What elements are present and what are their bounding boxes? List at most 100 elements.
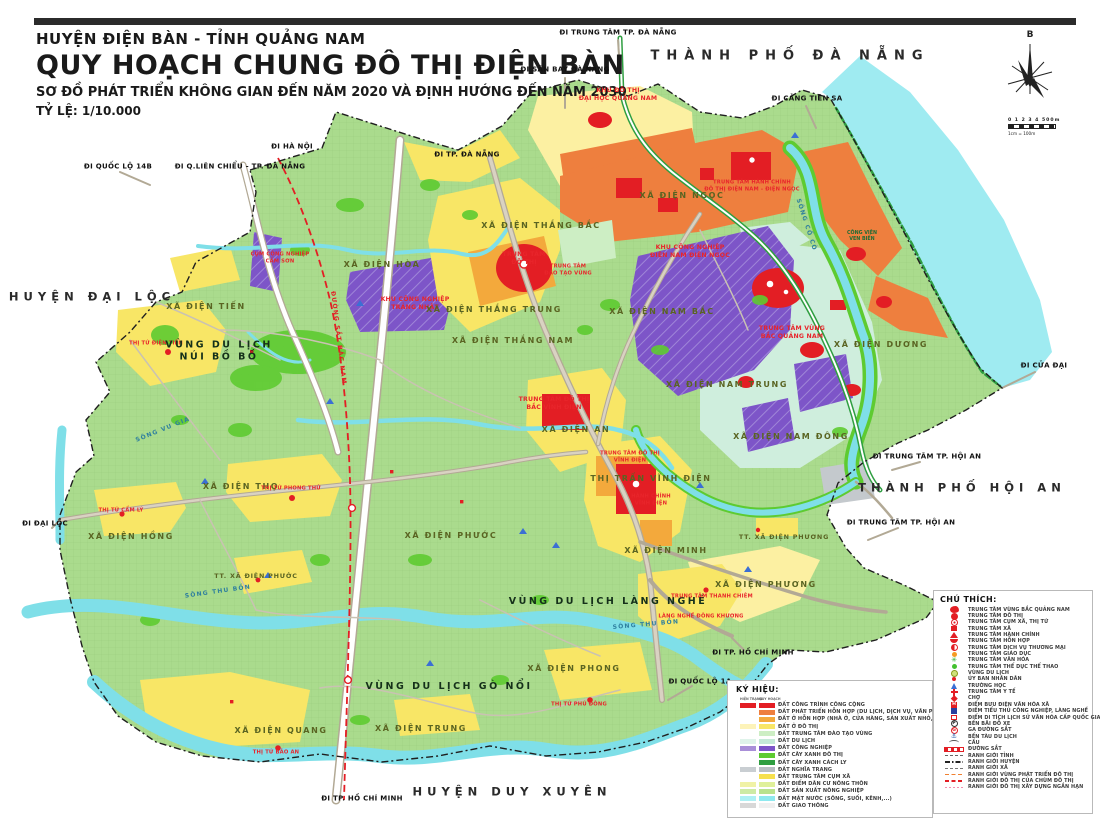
- legend-label: ĐẤT CÂY XANH ĐÔ THỊ: [778, 752, 844, 759]
- legend-row: TRUNG TÂM CỤM XÃ, THỊ TỨ: [944, 619, 1090, 625]
- legend-row: ĐIỂM DI TÍCH LỊCH SỬ VĂN HÓA CẤP QUỐC GI…: [944, 714, 1100, 721]
- song-thu-bon-mid: [21, 598, 771, 701]
- legend-label: ĐIỂM TIỂU THỦ CÔNG NGHIỆP, LÀNG NGHỀ: [968, 708, 1089, 715]
- legend-label: RANH GIỚI HUYỆN: [968, 758, 1020, 765]
- map-title: QUY HOẠCH CHUNG ĐÔ THỊ ĐIỆN BÀN: [36, 50, 625, 81]
- legend-row: TRUNG TÂM GIÁO DỤC: [944, 651, 1090, 657]
- swatch-ht: [740, 753, 756, 758]
- legend-label: CẦU: [968, 739, 980, 746]
- ring-symbols: [343, 155, 790, 685]
- map-subtitle-plan: SƠ ĐỒ PHÁT TRIỂN KHÔNG GIAN ĐẾN NĂM 2020…: [36, 85, 627, 100]
- swatch-ht: [740, 767, 756, 773]
- col-header-quy-hoach: QUY HOẠCH: [759, 696, 781, 701]
- legend-label: RANH GIỚI TỈNH: [968, 752, 1014, 759]
- swatch-qh: [759, 752, 775, 758]
- legend-row: ĐẤT GIAO THÔNG: [740, 802, 930, 809]
- legend-label: TRUNG TÂM HỖN HỢP: [968, 638, 1030, 645]
- swatch-qh: [759, 709, 775, 715]
- swatch-ht: [740, 781, 756, 787]
- swatch-qh: [759, 731, 775, 737]
- swatch-qh: [759, 803, 775, 809]
- legend-label: ĐIỂM DI TÍCH LỊCH SỬ VĂN HÓA CẤP QUỐC GI…: [968, 714, 1100, 721]
- legend-row: ĐẤT TRUNG TÂM ĐÀO TẠO VÙNG: [740, 730, 930, 737]
- legend-row: BẾN TÀU DU LỊCH: [944, 733, 1090, 740]
- short-term-boundary-icon: [944, 783, 964, 791]
- legend-symbols-panel: CHÚ THÍCH: TRUNG TÂM VÙNG BẮC QUẢNG NAM …: [933, 590, 1100, 814]
- swatch-qh: [759, 760, 775, 766]
- scale-bar-graphic: [1008, 124, 1056, 129]
- compass-rose: B: [998, 30, 1062, 118]
- legend-row: TRUNG TÂM Y TẾ: [944, 689, 1090, 695]
- title-block: HUYỆN ĐIỆN BÀN - TỈNH QUẢNG NAM QUY HOẠC…: [36, 30, 627, 118]
- swatch-qh: [759, 788, 775, 794]
- legend-label: TRUNG TÂM GIÁO DỤC: [968, 651, 1032, 658]
- legend-label: TRUNG TÂM Y TẾ: [968, 689, 1016, 696]
- legend-label: BẾN BÃI ĐỖ XE: [968, 720, 1011, 727]
- legend-label: TRUNG TÂM HÀNH CHÍNH: [968, 632, 1040, 639]
- legend-row: TRUNG TÂM XÃ: [944, 626, 1090, 632]
- legend-row: TRUNG TÂM VÙNG BẮC QUẢNG NAM: [944, 607, 1090, 613]
- legend-row: ĐẤT ĐIỂM DÂN CƯ NÔNG THÔN: [740, 781, 930, 788]
- legend-row: RANH GIỚI XÃ: [944, 765, 1090, 771]
- swatch-ht: [740, 738, 756, 744]
- legend-label: ĐẤT Ở ĐÔ THỊ: [778, 723, 819, 730]
- swatch-qh: [759, 716, 775, 722]
- legend-row: ĐẤT NGHĨA TRANG: [740, 766, 930, 773]
- legend-label: ĐẤT CÂY XANH CÁCH LY: [778, 759, 847, 766]
- map-scale-text: TỶ LỆ: 1/10.000: [36, 104, 141, 118]
- legend-label: TRUNG TÂM THỂ DỤC THỂ THAO: [968, 663, 1059, 670]
- legend-row: RANH GIỚI HUYỆN: [944, 759, 1090, 765]
- legend-row: GA ĐƯỜNG SẮT: [944, 727, 1090, 733]
- swatch-ht: [740, 745, 756, 751]
- legend-row: TRUNG TÂM DỊCH VỤ THƯƠNG MẠI: [944, 645, 1090, 651]
- legend-label: ĐẤT PHÁT TRIỂN HỖN HỢP (DU LỊCH, DỊCH VỤ…: [778, 709, 983, 716]
- sea: [822, 56, 1052, 388]
- swatch-ht: [740, 788, 756, 794]
- north-south-railway: [277, 157, 352, 801]
- legend-row: ĐẤT CÂY XANH CÁCH LY: [740, 759, 930, 766]
- swatch-qh: [759, 774, 775, 780]
- legend-row: CẦU: [944, 740, 1090, 746]
- legend-label: RANH GIỚI VÙNG PHÁT TRIỂN ĐÔ THỊ: [968, 771, 1074, 778]
- legend-row: ĐẤT Ở HỖN HỢP (NHÀ Ở, CỬA HÀNG, SẢN XUẤT…: [740, 716, 941, 723]
- legend-label: TRUNG TÂM VÙNG BẮC QUẢNG NAM: [968, 606, 1070, 613]
- legend-label: RANH GIỚI ĐÔ THỊ CỦA CHÙM ĐÔ THỊ: [968, 777, 1074, 784]
- legend-label: ĐẤT SẢN XUẤT NÔNG NGHIỆP: [778, 788, 864, 795]
- song-vinh-dien: [633, 427, 859, 516]
- legend-row: TRUNG TÂM HỖN HỢP: [944, 638, 1090, 644]
- swatch-ht: [740, 731, 756, 736]
- legend-row: RANH GIỚI ĐÔ THỊ XÂY DỰNG NGẮN HẠN: [944, 784, 1090, 790]
- legend-row: ĐẤT MẶT NƯỚC (SÔNG, SUỐI, KÊNH,...): [740, 795, 930, 802]
- legend-row: ỦY BAN NHÂN DÂN: [944, 676, 1090, 682]
- swatch-ht: [740, 803, 756, 809]
- legend-row: TRUNG TÂM ĐÔ THỊ: [944, 613, 1090, 619]
- swatch-qh: [759, 781, 775, 787]
- legend-label: TRUNG TÂM VĂN HÓA: [968, 657, 1030, 664]
- legend-row: ĐẤT Ở ĐÔ THỊ: [740, 723, 930, 730]
- legend-row: ĐẤT CÔNG TRÌNH CÔNG CỘNG: [740, 702, 930, 709]
- swatch-ht: [740, 724, 756, 730]
- legend-label: BẾN TÀU DU LỊCH: [968, 733, 1017, 740]
- legend-label: TRUNG TÂM ĐÔ THỊ: [968, 613, 1023, 620]
- legend-label: TRUNG TÂM CỤM XÃ, THỊ TỨ: [968, 619, 1049, 626]
- legend-symbols-title: CHÚ THÍCH:: [940, 595, 997, 604]
- legend-label: ĐẤT NGHĨA TRANG: [778, 766, 833, 773]
- legend-row: BẾN BÃI ĐỖ XE: [944, 721, 1090, 727]
- legend-label: GA ĐƯỜNG SẮT: [968, 727, 1012, 734]
- legend-landuse-panel: KÝ HIỆU: HIỆN TRẠNG QUY HOẠCH ĐẤT CÔNG T…: [727, 680, 983, 818]
- legend-label: TRUNG TÂM XÃ: [968, 625, 1011, 632]
- legend-label: RANH GIỚI XÃ: [968, 765, 1008, 772]
- scale-note: 1cm = 100m: [1008, 130, 1036, 136]
- legend-row: TRUNG TÂM HÀNH CHÍNH: [944, 632, 1090, 638]
- sheet-neatline: [34, 18, 1076, 25]
- legend-label: ĐẤT TRUNG TÂM ĐÀO TẠO VÙNG: [778, 730, 873, 737]
- legend-label: ỦY BAN NHÂN DÂN: [968, 676, 1022, 683]
- legend-label: ĐẤT CÔNG NGHIỆP: [778, 745, 833, 752]
- legend-label: TRƯỜNG HỌC: [968, 682, 1007, 689]
- legend-row: ĐẤT CÔNG NGHIỆP: [740, 745, 930, 752]
- legend-row: ĐẤT SẢN XUẤT NÔNG NGHIỆP: [740, 788, 930, 795]
- legend-row: ĐƯỜNG SẮT: [944, 746, 1090, 752]
- legend-row: TRUNG TÂM THỂ DỤC THỂ THAO: [944, 664, 1090, 670]
- map-point-symbols: [119, 132, 799, 751]
